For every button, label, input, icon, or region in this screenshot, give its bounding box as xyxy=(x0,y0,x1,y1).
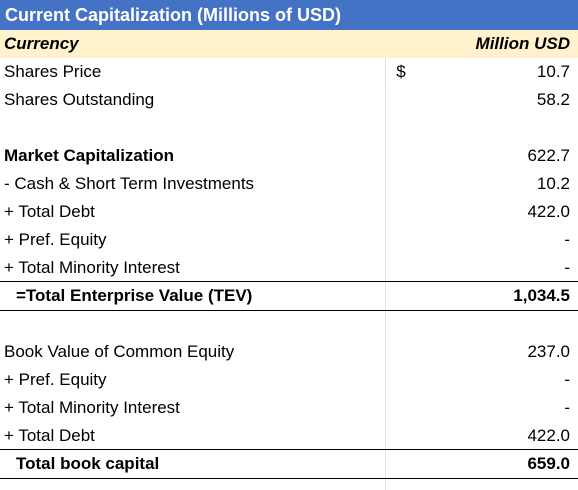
row-label: + Total Minority Interest xyxy=(4,258,180,277)
row-value: - xyxy=(564,370,570,389)
table-title: Current Capitalization (Millions of USD) xyxy=(0,0,578,30)
row-value: - xyxy=(564,398,570,417)
header-currency-label: Currency xyxy=(4,34,79,53)
row-minority-interest: + Total Minority Interest - xyxy=(0,254,578,282)
row-shares-outstanding: Shares Outstanding 58.2 xyxy=(0,86,578,114)
row-value: 1,034.5 xyxy=(513,286,570,305)
row-pref-equity: + Pref. Equity - xyxy=(0,366,578,394)
row-value: 422.0 xyxy=(527,202,570,221)
row-value: - xyxy=(564,258,570,277)
row-total-enterprise-value: =Total Enterprise Value (TEV) 1,034.5 xyxy=(0,281,578,311)
row-label: Shares Outstanding xyxy=(4,90,155,109)
row-label: - Cash & Short Term Investments xyxy=(4,174,255,193)
row-cash: - Cash & Short Term Investments 10.2 xyxy=(0,170,578,198)
row-label: Shares Price xyxy=(4,62,102,81)
row-total-debt: + Total Debt 422.0 xyxy=(0,198,578,226)
row-value xyxy=(420,310,570,338)
row-label: + Pref. Equity xyxy=(4,230,107,249)
row-value: 10.7 xyxy=(536,62,570,81)
row-label: Total book capital xyxy=(16,454,160,473)
currency-symbol: $ xyxy=(385,58,416,86)
row-label: + Total Minority Interest xyxy=(4,398,180,417)
row-value: 659.0 xyxy=(527,454,570,473)
header-unit-label: Million USD xyxy=(475,34,570,53)
row-value: 10.2 xyxy=(536,174,570,193)
row-value: 622.7 xyxy=(527,146,570,165)
row-label: + Pref. Equity xyxy=(4,370,107,389)
row-market-capitalization: Market Capitalization 622.7 xyxy=(0,142,578,170)
row-label xyxy=(4,114,384,142)
header-row: Currency Million USD xyxy=(0,30,578,58)
row-value: 237.0 xyxy=(527,342,570,361)
row-shares-price: Shares Price $ 10.7 xyxy=(0,58,578,86)
row-value xyxy=(420,114,570,142)
row-value: - xyxy=(564,230,570,249)
column-divider xyxy=(385,58,386,490)
row-total-debt: + Total Debt 422.0 xyxy=(0,422,578,450)
row-book-value: Book Value of Common Equity 237.0 xyxy=(0,338,578,366)
row-empty xyxy=(0,114,578,142)
row-minority-interest: + Total Minority Interest - xyxy=(0,394,578,422)
row-total-book-capital: Total book capital 659.0 xyxy=(0,449,578,479)
row-pref-equity: + Pref. Equity - xyxy=(0,226,578,254)
row-value: 422.0 xyxy=(527,426,570,445)
row-label: + Total Debt xyxy=(4,426,95,445)
row-label: + Total Debt xyxy=(4,202,95,221)
row-label: Book Value of Common Equity xyxy=(4,342,235,361)
row-empty xyxy=(0,310,578,338)
row-label: =Total Enterprise Value (TEV) xyxy=(16,286,253,305)
row-value: 58.2 xyxy=(536,90,570,109)
row-label: Market Capitalization xyxy=(4,146,175,165)
row-label xyxy=(4,310,384,338)
